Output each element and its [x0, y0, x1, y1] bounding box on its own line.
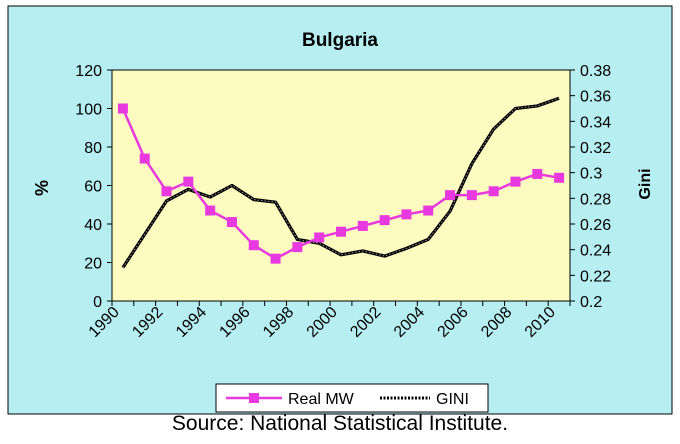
- y2-tick-label: 0.38: [580, 63, 611, 80]
- real-mw-point: [117, 103, 128, 114]
- y-tick-label: 20: [84, 256, 102, 273]
- legend-marker-real-mw: [249, 393, 259, 403]
- y2-tick-label: 0.3: [580, 166, 602, 183]
- chart-title: Bulgaria: [302, 30, 378, 51]
- real-mw-point: [445, 190, 456, 201]
- y-tick-label: 80: [84, 140, 102, 157]
- real-mw-point: [466, 190, 477, 201]
- y-tick-label: 100: [75, 102, 102, 119]
- legend: Real MW GINI: [215, 383, 489, 413]
- real-mw-point: [357, 220, 368, 231]
- y2-tick-label: 0.36: [580, 89, 611, 106]
- y2-tick-label: 0.26: [580, 217, 611, 234]
- real-mw-point: [292, 242, 303, 253]
- chart: Bulgaria 0 20 40 60 80 100 120 0.2 0.22 0.24 0.26 0…: [7, 5, 673, 415]
- real-mw-point: [401, 209, 412, 220]
- real-mw-point: [226, 217, 237, 228]
- y-axis-label: %: [32, 180, 52, 196]
- y-tick-label: 0: [93, 294, 102, 311]
- legend-label-real-mw: Real MW: [288, 391, 355, 408]
- real-mw-point: [314, 232, 325, 243]
- y2-tick-label: 0.34: [580, 114, 611, 131]
- real-mw-point: [510, 176, 521, 187]
- real-mw-point: [183, 176, 194, 187]
- y2-tick-label: 0.32: [580, 140, 611, 157]
- y2-tick-label: 0.22: [580, 268, 611, 285]
- real-mw-point: [423, 205, 434, 216]
- real-mw-point: [270, 253, 281, 264]
- real-mw-point: [248, 240, 259, 251]
- chart-frame: Bulgaria 0 20 40 60 80 100 120 0.2 0.22 0.24 0.26 0…: [7, 5, 673, 415]
- y-tick-label: 40: [84, 217, 102, 234]
- y2-axis-label: Gini: [637, 168, 654, 199]
- y2-tick-label: 0.28: [580, 191, 611, 208]
- real-mw-point: [379, 215, 390, 226]
- y-tick-label: 60: [84, 179, 102, 196]
- real-mw-point: [532, 168, 543, 179]
- y2-tick-label: 0.24: [580, 243, 611, 260]
- real-mw-point: [205, 205, 216, 216]
- y-tick-label: 120: [75, 63, 102, 80]
- real-mw-point: [336, 226, 346, 237]
- real-mw-point: [488, 186, 499, 197]
- source-note: Source: National Statistical Institute.: [171, 412, 509, 435]
- y2-tick-label: 0.2: [580, 294, 602, 311]
- real-mw-point: [139, 153, 150, 164]
- real-mw-point: [161, 186, 172, 197]
- legend-label-gini: GINI: [436, 391, 469, 408]
- real-mw-point: [554, 172, 565, 183]
